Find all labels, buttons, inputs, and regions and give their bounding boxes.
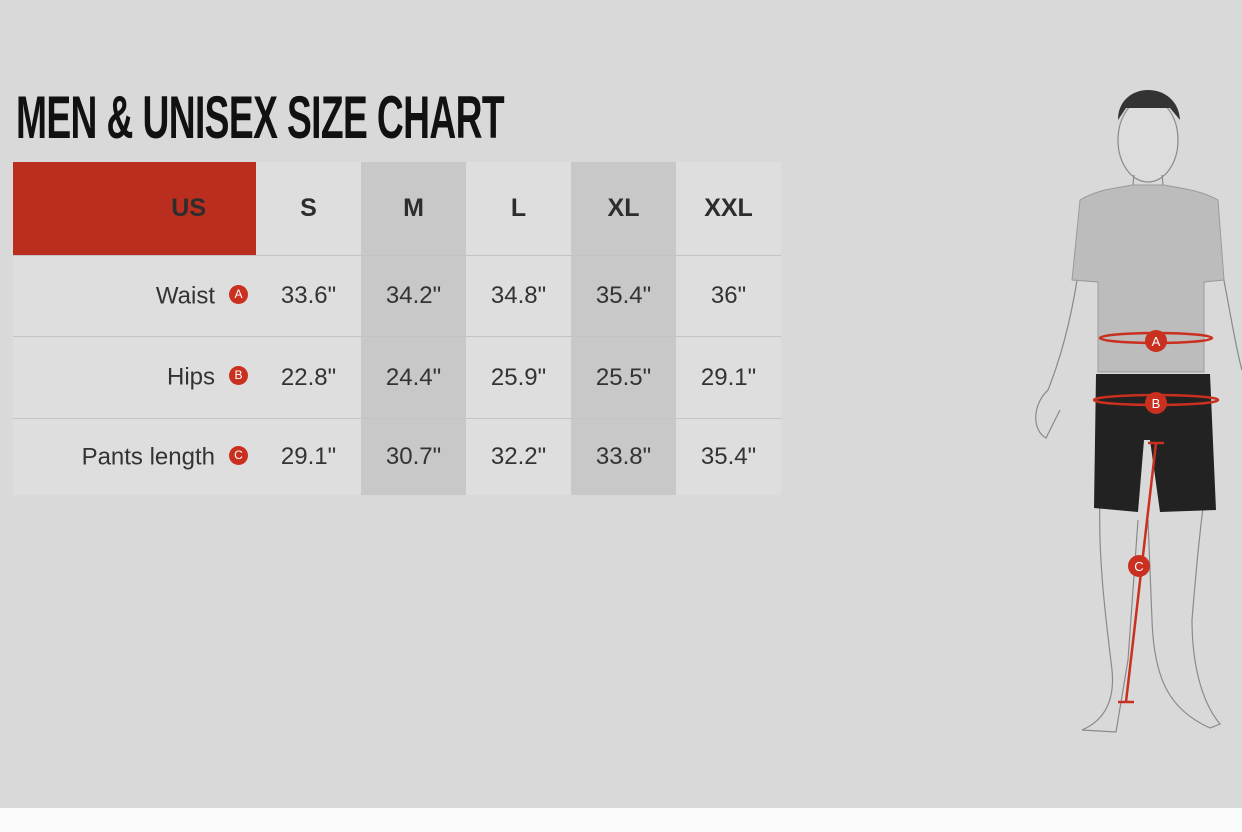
cell: 33.6" [256,255,361,337]
cell: 35.4" [571,255,676,337]
row-label-text: Waist [155,282,215,310]
body-measurement-figure: A B C [1035,90,1242,733]
marker-a-icon [1145,330,1167,352]
cell: 32.2" [466,418,571,495]
table-row-hips: Hips B 22.8" 24.4" 25.9" 25.5" 29.1" [13,336,781,419]
size-xxl: XXL [676,162,781,256]
cell: 36" [676,255,781,337]
marker-badge-b: B [229,366,248,386]
cell: 33.8" [571,418,676,495]
cell: 25.9" [466,336,571,419]
row-label-text: Hips [166,363,215,391]
cell: 34.2" [361,255,466,337]
legs-outline [1081,499,1221,733]
cell: 35.4" [676,418,781,495]
cell: 34.8" [466,255,571,337]
head-outline [1117,97,1179,183]
row-label: Pants length C [13,418,256,495]
marker-badge-a: A [229,284,248,304]
footer-strip [0,808,1242,832]
cell: 22.8" [256,336,361,419]
size-m: M [361,162,466,256]
cell: 29.1" [256,418,361,495]
marker-badge-c: C [229,445,248,465]
row-label-text: Pants length [81,443,215,471]
size-table: US S M L XL XXL Waist A 33.6" 34.2" 34.8"… [13,162,781,495]
page-title: MEN & UNISEX SIZE CHART [16,84,505,151]
row-label: Hips B [13,336,256,419]
marker-c-label: C [1134,559,1143,574]
region-label: US [13,162,256,256]
marker-a-label: A [1152,334,1161,349]
size-s: S [256,162,361,256]
table-row-pants-length: Pants length C 29.1" 30.7" 32.2" 33.8" 35… [13,418,781,495]
marker-b-icon [1145,392,1167,414]
table-row-waist: Waist A 33.6" 34.2" 34.8" 35.4" 36" [13,255,781,337]
shirt [1071,184,1225,373]
size-xl: XL [571,162,676,256]
helmet-icon [1118,90,1180,120]
size-l: L [466,162,571,256]
marker-c-icon [1128,555,1150,577]
header-row: US S M L XL XXL [13,162,781,256]
marker-b-label: B [1152,396,1161,411]
cell: 25.5" [571,336,676,419]
cell: 24.4" [361,336,466,419]
row-label: Waist A [13,255,256,337]
cell: 30.7" [361,418,466,495]
cell: 29.1" [676,336,781,419]
